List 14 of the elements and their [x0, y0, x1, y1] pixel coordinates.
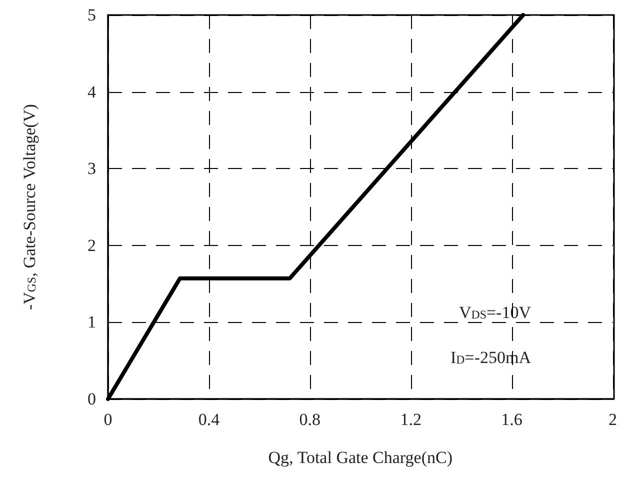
x-tick-label: 1.2	[400, 410, 422, 429]
x-tick-label: 0.4	[198, 410, 220, 429]
y-tick-label: 0	[88, 390, 96, 408]
x-axis-title: Qg, Total Gate Charge(nC)	[268, 448, 452, 467]
x-tick-label: 0.8	[299, 410, 321, 429]
y-tick-label: 2	[88, 236, 96, 255]
y-tick-label: 5	[88, 6, 96, 24]
y-tick-label: 3	[88, 159, 96, 178]
x-tick-label: 0	[104, 410, 112, 429]
y-tick-label: 1	[88, 312, 96, 332]
x-tick-label: 1.6	[501, 410, 522, 429]
x-tick-label: 2	[608, 410, 617, 429]
y-tick-label: 4	[88, 82, 96, 102]
y-axis-title: -VGS, Gate-Source Voltage(V)	[20, 104, 39, 310]
